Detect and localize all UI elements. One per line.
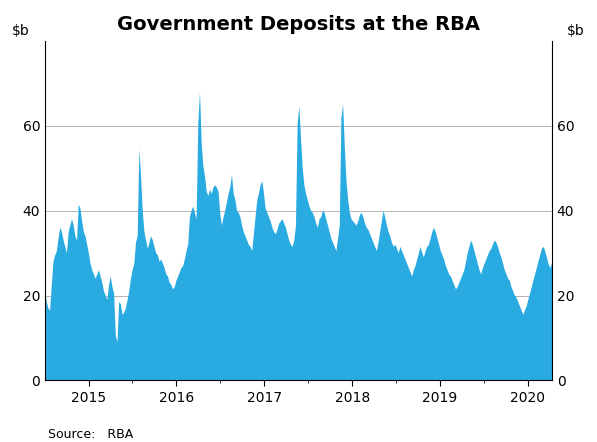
Text: $b: $b — [567, 24, 585, 38]
Text: $b: $b — [12, 24, 30, 38]
Title: Government Deposits at the RBA: Government Deposits at the RBA — [117, 15, 480, 34]
Text: Source:   RBA: Source: RBA — [48, 427, 133, 441]
